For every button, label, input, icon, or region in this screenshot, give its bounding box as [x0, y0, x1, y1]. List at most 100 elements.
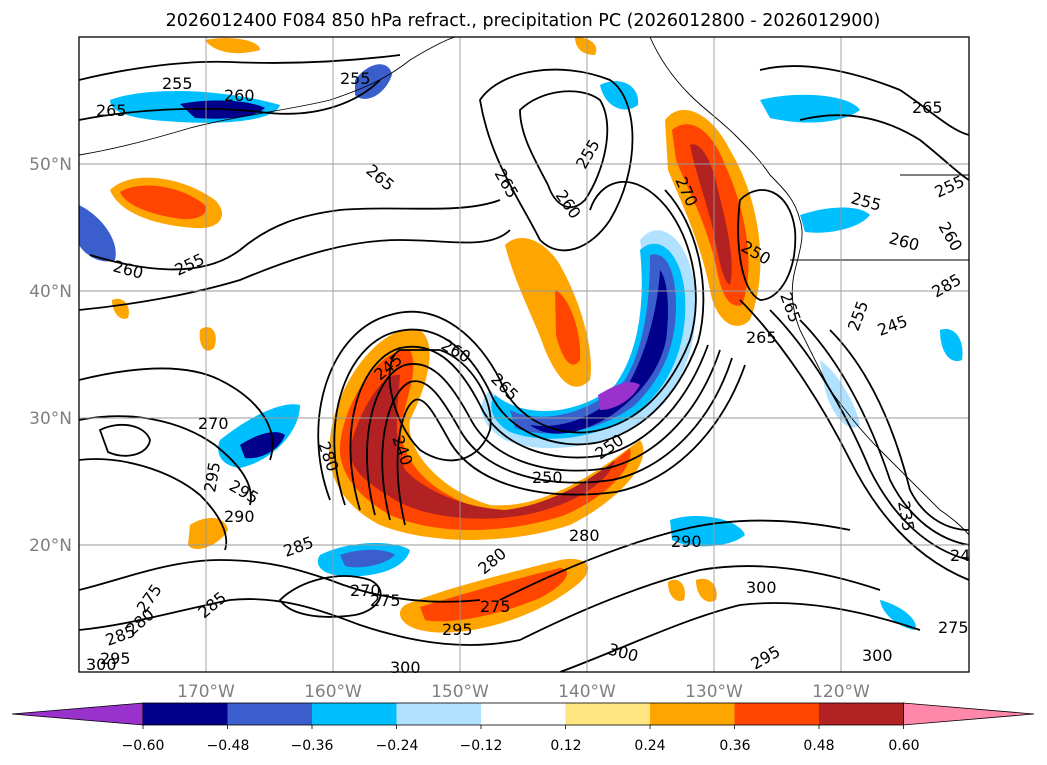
map-background [79, 37, 969, 672]
colorbar-tick-label: −0.36 [291, 738, 334, 754]
contour-label: 300 [390, 658, 421, 677]
map-panel: 255 260 265 255 255 260 265 260 255 250 … [29, 36, 970, 702]
refractivity-contours [79, 54, 969, 672]
colorbar-tick-label: −0.24 [376, 738, 419, 754]
contour-label: 270 [350, 581, 381, 600]
shade-neg-se-2 [880, 600, 916, 630]
contour-n-2 [79, 79, 381, 121]
colorbar-swatch [650, 703, 735, 725]
contour-ne-2 [799, 114, 969, 181]
contour-n-3 [89, 199, 501, 271]
contour-label: 275 [370, 591, 401, 610]
contour-2 [333, 189, 705, 506]
colorbar-swatch [143, 703, 228, 725]
lat-label-40n: 40°N [29, 282, 72, 302]
colorbar-tick-label: 0.12 [550, 738, 581, 754]
contour-label: 265 [912, 98, 943, 117]
contour-label: 300 [862, 646, 893, 665]
shade-neg-sw-1-core [240, 432, 285, 459]
contour-s-3 [499, 519, 851, 601]
colorbar-extend-max [903, 702, 1035, 726]
contour-3 [349, 344, 709, 511]
shade-pos-south-core [420, 568, 568, 622]
shade-neg-e-2 [940, 329, 963, 362]
shade-neg-n-1 [355, 64, 392, 99]
contour-label: 24 [950, 546, 970, 565]
contour-s-4 [519, 565, 881, 641]
colorbar-outline [142, 702, 904, 726]
colorbar-swatch [227, 703, 313, 725]
contour-e-4 [829, 329, 969, 531]
contour-s-1 [79, 559, 481, 603]
contour-5 [381, 357, 733, 521]
colorbar-tick-label: −0.48 [207, 738, 250, 754]
figure-title: 2026012400 F084 850 hPa refract., precip… [166, 11, 881, 31]
shade-neg-n-2 [600, 81, 639, 110]
shade-pos-small-4 [668, 579, 685, 602]
contour-e-ring [737, 189, 797, 301]
contour-label-group: 255 260 265 255 255 260 265 260 255 250 … [86, 69, 970, 677]
colorbar-swatch [312, 703, 397, 725]
coast-baja [829, 389, 969, 536]
contour-label: 250 [532, 468, 563, 487]
contour-s-5 [559, 602, 921, 672]
colorbar-tick-label: 0.60 [888, 738, 919, 754]
colorbar-tick-label: 0.36 [719, 738, 750, 754]
contour-n-4 [79, 229, 511, 311]
colorbar-swatches [11, 702, 1035, 729]
contour-label: 275 [938, 618, 969, 637]
contour-n-1 [79, 54, 401, 81]
coastlines [79, 37, 969, 536]
contour-label: 300 [746, 578, 777, 597]
lon-label-160w: 160°W [304, 682, 362, 702]
contour-label: 275 [480, 597, 511, 616]
colorbar-swatch [819, 703, 904, 725]
shade-neg-se-1 [670, 515, 745, 547]
shade-neg-arc-min [598, 382, 640, 410]
coast-borders [790, 174, 969, 261]
contour-label: 255 [340, 69, 371, 88]
contour-label: 270 [198, 414, 229, 433]
colorbar-swatch [565, 703, 651, 725]
colorbar-tick-label: −0.12 [460, 738, 503, 754]
lon-label-150w: 150°W [431, 682, 489, 702]
shade-pos-central-mid [555, 290, 581, 365]
colorbar-tick-labels: −0.60 −0.48 −0.36 −0.24 −0.12 0.12 0.24 … [122, 738, 920, 754]
colorbar-swatch [396, 703, 482, 725]
shade-neg-e-3 [820, 360, 860, 428]
shade-neg-w-1 [79, 205, 116, 262]
colorbar-swatch [481, 703, 566, 725]
contour-e-1 [739, 299, 969, 581]
lat-label-50n: 50°N [29, 155, 72, 175]
contour-label: 255 [162, 74, 193, 93]
shade-neg-e-1 [800, 207, 870, 233]
map-frame [78, 36, 970, 673]
contour-w-ring [98, 423, 151, 457]
contour-4 [366, 349, 721, 516]
contour-label: 290 [671, 532, 702, 551]
contour-ne-1 [759, 65, 969, 136]
shade-pos-arc-core [350, 374, 615, 519]
lon-label-140w: 140°W [558, 682, 616, 702]
contour-n-low-inner [519, 90, 609, 209]
coast-na-west [649, 37, 831, 391]
contour-label: 295 [100, 649, 131, 668]
contour-e-3 [799, 319, 969, 546]
lat-label-20n: 20°N [29, 536, 72, 556]
colorbar-tick-label: 0.24 [634, 738, 665, 754]
contour-label: 280 [569, 526, 600, 545]
shade-neg-sw-2-core [340, 549, 395, 568]
contour-1 [317, 181, 697, 501]
contour-n-low [479, 68, 634, 252]
shade-pos-small-7 [575, 37, 597, 55]
colorbar-swatch [734, 703, 820, 725]
contour-w-2 [79, 415, 252, 506]
contour-label: 265 [96, 101, 127, 120]
contour-label: 300 [86, 655, 117, 674]
shade-pos-small-2 [199, 327, 216, 351]
contour-w-1 [79, 367, 274, 461]
shade-pos-small-1 [188, 518, 228, 550]
colorbar-extend-min [11, 702, 144, 726]
contour-e-2 [769, 309, 969, 561]
lat-labels: 50°N 40°N 30°N 20°N [29, 155, 72, 556]
